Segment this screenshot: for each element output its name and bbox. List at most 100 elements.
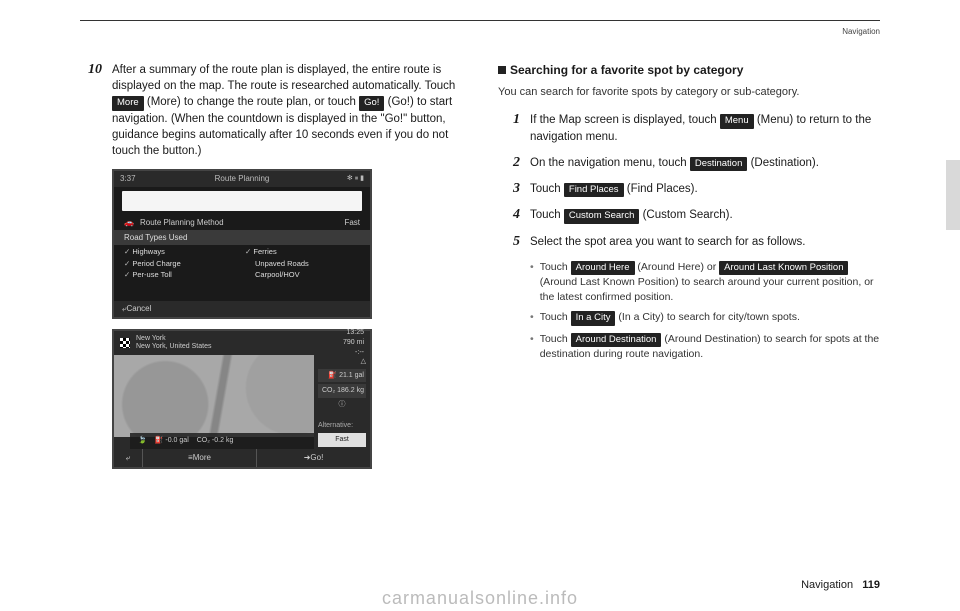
sub-body: Touch Around Destination (Around Destina… — [540, 332, 880, 362]
page-content: 10 After a summary of the route plan is … — [80, 62, 880, 479]
text: If the Map screen is displayed, touch — [530, 114, 720, 126]
subheading: Searching for a favorite spot by categor… — [498, 62, 880, 79]
shot-titlebar: 3:37 Route Planning ✻ ⏸ ▮ — [114, 171, 370, 187]
dest-text: New York New York, United States — [136, 335, 337, 350]
dest-city: New York — [136, 335, 337, 343]
text: (Around Here) or — [637, 261, 719, 273]
step-body: Select the spot area you want to search … — [530, 234, 880, 250]
screenshot-map-route: New York New York, United States 13:25 7… — [112, 329, 372, 469]
road-types-grid: Highways Ferries Period Charge Unpaved R… — [114, 245, 370, 287]
right-column: Searching for a favorite spot by categor… — [498, 62, 880, 479]
more-button-chip: More — [112, 96, 144, 110]
find-places-button-chip: Find Places — [564, 183, 624, 197]
step-5: 5 Select the spot area you want to searc… — [498, 234, 880, 250]
step-number: 5 — [498, 234, 520, 250]
status-icons: ✻ ⏸ ▮ — [347, 174, 364, 184]
method-value: Fast — [344, 217, 360, 228]
text: (In a City) to search for city/town spot… — [618, 311, 799, 323]
step-2: 2 On the navigation menu, touch Destinat… — [498, 155, 880, 171]
text: Touch — [540, 333, 571, 345]
opt-carpool: Carpool/HOV — [245, 270, 360, 281]
step-body: After a summary of the route plan is dis… — [112, 62, 462, 159]
square-bullet-icon — [498, 66, 506, 74]
go-button-chip: Go! — [359, 96, 384, 110]
step-5-sub-2: • Touch In a City (In a City) to search … — [530, 310, 880, 325]
clock: 3:37 — [120, 173, 136, 184]
step-body: Touch Find Places (Find Places). — [530, 181, 880, 197]
step-5-sub-1: • Touch Around Here (Around Here) or Aro… — [530, 260, 880, 305]
step-body: If the Map screen is displayed, touch Me… — [530, 112, 880, 144]
opt-period: Period Charge — [124, 259, 239, 270]
left-column: 10 After a summary of the route plan is … — [80, 62, 462, 479]
back-icon: ⤶ — [114, 449, 142, 467]
watermark: carmanualsonline.info — [0, 588, 960, 609]
cancel-label: Cancel — [126, 303, 151, 314]
alternative-fast: Fast — [318, 433, 366, 447]
info-icon: ⓘ — [318, 400, 366, 410]
bullet-icon: • — [530, 310, 534, 325]
step-number: 4 — [498, 207, 520, 223]
step-body: Touch Custom Search (Custom Search). — [530, 207, 880, 223]
opt-peruse: Per-use Toll — [124, 270, 239, 281]
step-number: 1 — [498, 112, 520, 144]
text: (Destination). — [751, 157, 819, 169]
in-a-city-button-chip: In a City — [571, 311, 616, 325]
text: Touch — [540, 261, 571, 273]
custom-search-button-chip: Custom Search — [564, 209, 639, 223]
text: Select the spot area you want to search … — [530, 236, 806, 248]
co2-value: CO₂ 186.2 kg — [318, 384, 366, 398]
road-types-label: Road Types Used — [114, 230, 370, 245]
menu-button-chip: Menu — [720, 114, 754, 128]
gal-delta: ⛽ -0.0 gal — [155, 436, 189, 446]
method-row: 🚗 Route Planning Method Fast — [114, 215, 370, 230]
dest-flag-icon — [120, 338, 130, 348]
opt-ferries: Ferries — [245, 247, 360, 258]
step-1: 1 If the Map screen is displayed, touch … — [498, 112, 880, 144]
text: (Custom Search). — [643, 209, 733, 221]
shot-blank-field — [122, 191, 362, 211]
step-number: 10 — [80, 62, 102, 159]
shot2-sidebar: △ ⛽ 21.1 gal CO₂ 186.2 kg ⓘ Alternative:… — [314, 355, 370, 449]
step-number: 3 — [498, 181, 520, 197]
text: Touch — [530, 209, 564, 221]
car-icon: 🚗 — [124, 217, 134, 228]
text: After a summary of the route plan is dis… — [112, 64, 455, 92]
text: (Find Places). — [627, 183, 698, 195]
eta: 13:25 — [343, 328, 364, 338]
subhead-text: Searching for a favorite spot by categor… — [510, 63, 743, 77]
text: On the navigation menu, touch — [530, 157, 690, 169]
sub-body: Touch In a City (In a City) to search fo… — [540, 310, 800, 325]
dest-full: New York, United States — [136, 343, 337, 351]
step-10: 10 After a summary of the route plan is … — [80, 62, 462, 159]
step-number: 2 — [498, 155, 520, 171]
leaf-icon: 🍃 — [138, 436, 147, 446]
alternative-label: Alternative: — [318, 421, 366, 431]
opt-highways: Highways — [124, 247, 239, 258]
text: Touch — [530, 183, 564, 195]
destination-button-chip: Destination — [690, 157, 748, 171]
side-thumb-tab — [946, 160, 960, 230]
step-3: 3 Touch Find Places (Find Places). — [498, 181, 880, 197]
shot2-bottombar: ⤶ ≡ More ➜ Go! — [114, 449, 370, 467]
around-here-button-chip: Around Here — [571, 261, 635, 275]
dist: 790 mi — [343, 338, 364, 348]
text: Touch — [540, 311, 571, 323]
screenshot-route-planning: 3:37 Route Planning ✻ ⏸ ▮ 🚗 Route Planni… — [112, 169, 372, 319]
around-last-button-chip: Around Last Known Position — [719, 261, 848, 275]
sub-body: Touch Around Here (Around Here) or Aroun… — [540, 260, 880, 305]
bullet-icon: • — [530, 260, 534, 305]
step-4: 4 Touch Custom Search (Custom Search). — [498, 207, 880, 223]
text: (More) to change the route plan, or touc… — [147, 96, 359, 108]
bullet-icon: • — [530, 332, 534, 362]
compass-icon: △ — [318, 357, 366, 367]
shot-title: Route Planning — [215, 173, 270, 184]
intro-text: You can search for favorite spots by cat… — [498, 85, 880, 100]
shot2-statusbar: 🍃 ⛽ -0.0 gal CO₂ -0.2 kg — [130, 433, 314, 449]
kg-delta: CO₂ -0.2 kg — [197, 436, 234, 446]
header-section-label: Navigation — [842, 27, 880, 36]
step-body: On the navigation menu, touch Destinatio… — [530, 155, 880, 171]
step-5-sub-3: • Touch Around Destination (Around Desti… — [530, 332, 880, 362]
shot-bottombar: ⤶ Cancel — [114, 301, 370, 317]
fuel-value: ⛽ 21.1 gal — [318, 369, 366, 383]
method-label: Route Planning Method — [140, 217, 344, 228]
